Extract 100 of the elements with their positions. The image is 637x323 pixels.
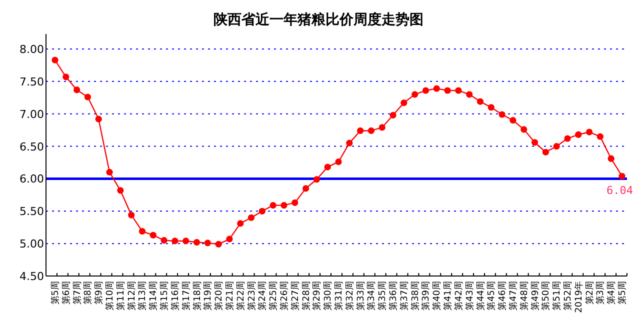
point	[302, 185, 310, 192]
x-tick-label: 第8周	[82, 281, 94, 305]
x-tick-label: 第7周	[72, 281, 83, 305]
x-tick-label: 第19周	[202, 281, 214, 310]
point	[138, 228, 146, 235]
point	[368, 127, 375, 134]
point	[172, 238, 178, 244]
point	[324, 164, 331, 170]
x-tick-label: 第10周	[104, 281, 116, 310]
point	[476, 98, 484, 105]
x-tick-label: 第4周	[606, 281, 618, 305]
point	[608, 155, 614, 162]
point	[575, 131, 582, 138]
x-tick-label: 第30周	[322, 281, 334, 310]
point	[357, 127, 364, 134]
x-tick-label: 第45周	[486, 281, 498, 310]
x-tick-label: 第31周	[334, 281, 344, 310]
x-tick-label: 第12周	[126, 281, 138, 310]
x-tick-label: 第22周	[235, 281, 246, 310]
x-tick-label: 第2周	[584, 281, 596, 305]
x-tick-label: 第49周	[530, 281, 541, 310]
x-tick-label: 第25周	[268, 281, 280, 310]
x-tick-label: 第21周	[224, 281, 236, 310]
point	[258, 208, 266, 214]
x-tick-label: 第20周	[214, 281, 225, 310]
x-tick-label: 第33周	[355, 281, 366, 310]
point	[215, 240, 222, 248]
x-tick-label: 第46周	[497, 281, 508, 310]
point	[586, 128, 593, 136]
x-tick-label: 2019年	[573, 281, 584, 313]
x-tick-label: 第3周	[595, 281, 606, 305]
point	[498, 111, 506, 118]
point	[150, 232, 156, 238]
point	[444, 87, 451, 94]
x-tick-label: 第9周	[94, 281, 105, 305]
point	[553, 142, 560, 150]
point	[378, 124, 386, 131]
point	[564, 135, 571, 142]
point	[62, 74, 70, 80]
point	[313, 176, 320, 183]
point	[433, 85, 440, 92]
point	[160, 237, 168, 244]
point	[270, 202, 276, 209]
point	[510, 117, 516, 124]
point	[128, 212, 135, 218]
point	[412, 91, 418, 98]
x-tick-label: 第32周	[344, 281, 356, 310]
x-tick-label: 第29周	[312, 281, 323, 310]
y-tick-label: 6.00	[20, 172, 44, 186]
x-tick-label: 第17周	[180, 281, 192, 310]
x-tick-label: 第40周	[432, 281, 443, 310]
point	[248, 214, 255, 221]
x-tick-label: 第5周	[617, 281, 628, 305]
x-tick-label: 第51周	[552, 281, 563, 310]
point	[226, 236, 233, 242]
point	[237, 220, 244, 227]
x-tick-label: 第43周	[464, 281, 476, 310]
point	[520, 126, 528, 133]
x-tick-label: 第38周	[410, 281, 421, 310]
data-label: 6.04	[606, 184, 634, 198]
point	[488, 104, 494, 111]
point	[422, 87, 430, 94]
point	[193, 238, 200, 246]
x-tick-label: 第5周	[50, 281, 61, 305]
x-tick-label: 第16周	[170, 281, 181, 310]
x-tick-label: 第52周	[562, 281, 574, 310]
x-tick-label: 第50周	[540, 281, 552, 310]
point	[596, 133, 604, 140]
point	[84, 94, 92, 100]
x-tick-label: 第28周	[300, 281, 312, 310]
point	[280, 202, 288, 209]
point	[95, 116, 102, 122]
point	[204, 240, 211, 246]
x-tick-label: 第35周	[377, 281, 388, 310]
point	[346, 140, 353, 146]
x-tick-label: 第27周	[290, 281, 301, 310]
x-tick-label: 第37周	[398, 281, 410, 310]
point	[466, 91, 473, 98]
point	[74, 86, 80, 94]
y-tick-label: 7.50	[20, 75, 44, 88]
y-tick-label: 6.50	[20, 140, 44, 154]
x-tick-label: 第11周	[115, 281, 126, 310]
point	[390, 112, 396, 118]
point	[292, 199, 298, 206]
point	[400, 100, 408, 106]
x-tick-label: 第47周	[508, 281, 519, 310]
x-tick-label: 第48周	[518, 281, 530, 310]
point	[531, 139, 538, 146]
y-tick-label: 5.50	[20, 205, 44, 218]
x-tick-label: 第41周	[442, 281, 454, 310]
x-tick-label: 第39周	[420, 281, 432, 310]
chart-title: 陕西省近一年猪粮比价周度走势图	[214, 11, 424, 28]
point	[182, 238, 190, 244]
x-tick-label: 第42周	[453, 281, 464, 310]
point	[106, 168, 113, 176]
x-tick-label: 第6周	[60, 281, 72, 305]
x-tick-label: 第24周	[257, 281, 268, 310]
x-tick-label: 第14周	[148, 281, 160, 310]
x-tick-label: 第34周	[366, 281, 378, 310]
point	[117, 187, 124, 194]
